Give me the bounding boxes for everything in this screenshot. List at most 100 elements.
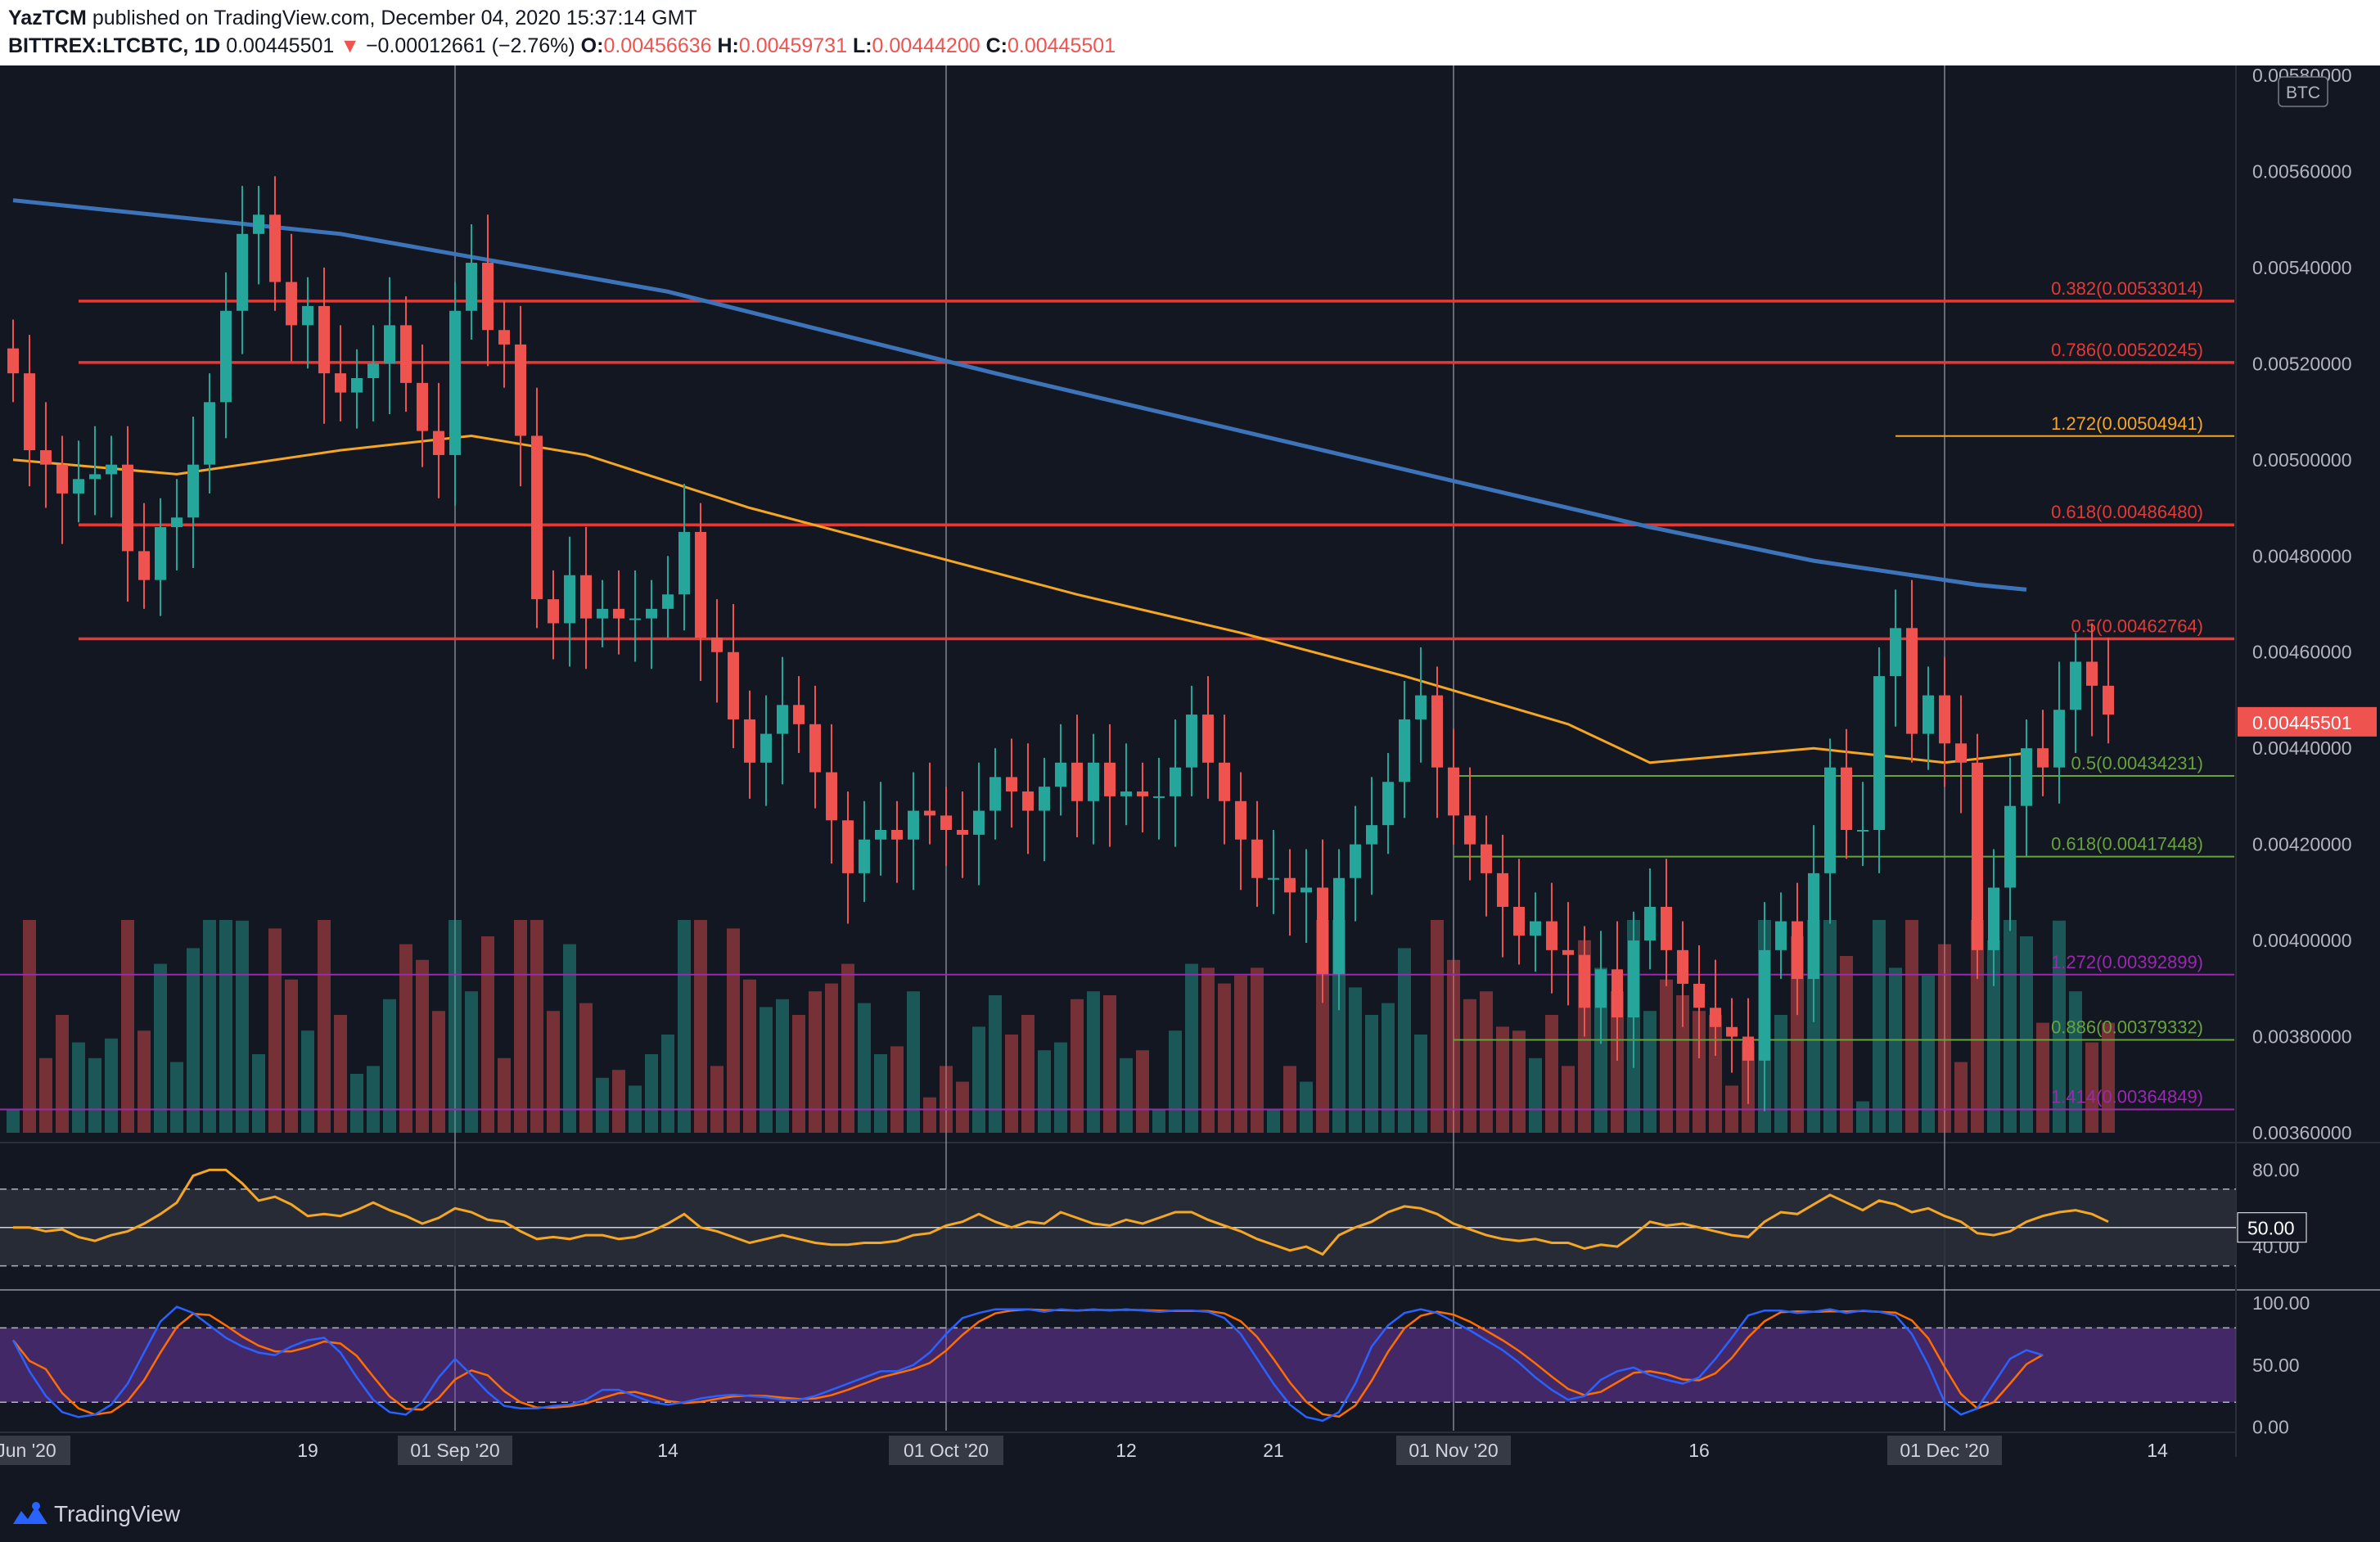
volume-bar [23, 920, 36, 1133]
candle-body [924, 810, 935, 816]
volume-bar [1545, 1015, 1558, 1133]
fib-level-label: 0.618(0.00486480) [2051, 502, 2203, 522]
volume-bar [694, 920, 707, 1133]
candle-body [580, 575, 592, 619]
candle-body [1595, 969, 1607, 1008]
volume-bar [285, 979, 298, 1133]
candle-body [2070, 661, 2081, 710]
volume-bar [1791, 936, 1804, 1133]
candle-body [826, 772, 837, 821]
candle-body [515, 344, 526, 436]
time-tick-box [889, 1436, 1003, 1465]
candle-body [1120, 791, 1132, 796]
volume-bar [1643, 1011, 1657, 1133]
candle-body [1300, 887, 1312, 893]
candle-body [155, 527, 166, 580]
price-tick-label: 0.00560000 [2252, 160, 2352, 182]
candle-body [2053, 710, 2065, 768]
candle-body [2021, 748, 2032, 806]
volume-bar [612, 1070, 625, 1133]
volume-bar [596, 1077, 609, 1133]
currency-badge [2278, 76, 2328, 107]
time-tick-box [1396, 1436, 1511, 1465]
candle-body [384, 325, 395, 364]
volume-bar [1823, 920, 1837, 1133]
volume-bar [449, 920, 462, 1133]
chart-header: YazTCM published on TradingView.com, Dec… [0, 0, 2380, 65]
candle-body [842, 820, 854, 873]
candle-body [1562, 949, 1574, 955]
close-value: 0.00445501 [1007, 34, 1116, 57]
volume-bar [1447, 959, 1460, 1133]
volume-bar [481, 936, 494, 1133]
price-chart[interactable]: 0.382(0.00533014) 0.786(0.00520245) 1.272(… [0, 65, 2380, 1490]
volume-bar [301, 1030, 314, 1133]
candle-body [891, 830, 903, 840]
candle-body [1202, 715, 1214, 763]
price-tick-label: 0.00480000 [2252, 545, 2352, 566]
time-tick-label: 01 Jun '20 [0, 1440, 56, 1461]
volume-bar [1201, 967, 1215, 1133]
volume-bar [1594, 967, 1607, 1133]
candle-body [1186, 715, 1197, 768]
volume-bar [252, 1054, 265, 1133]
candle-body [2004, 805, 2016, 888]
volume-bar [710, 1066, 723, 1133]
candle-body [449, 310, 461, 455]
time-tick-label: 14 [657, 1440, 678, 1461]
price-tick-label: 0.00540000 [2252, 257, 2352, 278]
volume-bar [890, 1046, 904, 1133]
volume-bar [1169, 1030, 1182, 1133]
publisher-name[interactable]: YazTCM [8, 7, 87, 29]
candle-body [1742, 1036, 1754, 1061]
symbol-name[interactable]: BITTREX:LTCBTC, 1D [8, 34, 221, 57]
candle-body [1759, 949, 1770, 1061]
candle-body [908, 810, 919, 840]
candle-body [335, 373, 346, 393]
stoch-k-line [11, 1305, 2044, 1423]
candle-body [204, 402, 215, 465]
open-value: 0.00456636 [603, 34, 712, 57]
candle-body [433, 431, 444, 455]
rsi-value-tag [2237, 1212, 2307, 1243]
candle-body [1693, 983, 1705, 1008]
volume-bar [334, 1015, 347, 1133]
candle-body [1382, 782, 1394, 826]
candle-body [1399, 719, 1410, 782]
ma-200-line [12, 198, 2027, 592]
time-tick-box [398, 1436, 512, 1465]
candle-body [417, 382, 428, 431]
volume-bar [1856, 1101, 1869, 1133]
candle-body [2037, 748, 2049, 768]
volume-bar [956, 1081, 969, 1133]
candle-body [1431, 695, 1443, 768]
candle-body [1022, 791, 1034, 811]
volume-bar [219, 920, 232, 1133]
volume-bar [2036, 1022, 2049, 1133]
candle-body [237, 233, 248, 311]
fib-level-label: 0.5(0.00462764) [2071, 615, 2203, 636]
candle-body [793, 705, 805, 724]
volume-bar [1120, 1057, 1133, 1133]
candle-body [1890, 628, 1901, 677]
candle-body [1611, 969, 1623, 1018]
volume-bar [1414, 1035, 1427, 1133]
volume-bar [2102, 1022, 2115, 1133]
volume-bar [39, 1057, 52, 1133]
volume-bar [1005, 1035, 1018, 1133]
time-tick-box [0, 1436, 70, 1465]
volume-bar [154, 963, 167, 1133]
volume-bar [530, 920, 543, 1133]
volume-bar [1889, 967, 1902, 1133]
rsi-value-label: 50.00 [2247, 1218, 2295, 1239]
tradingview-brand[interactable]: TradingView [54, 1501, 181, 1526]
fib-level-label: 0.382(0.00533014) [2051, 278, 2203, 299]
candle-body [744, 719, 755, 763]
volume-bar [1954, 1062, 1968, 1133]
volume-bar [1283, 1066, 1296, 1133]
volume-bar [1774, 1015, 1787, 1133]
candle-body [138, 551, 150, 580]
price-tick-label: 0.00380000 [2252, 1026, 2352, 1048]
volume-bar [187, 948, 200, 1133]
candle-body [531, 435, 543, 600]
